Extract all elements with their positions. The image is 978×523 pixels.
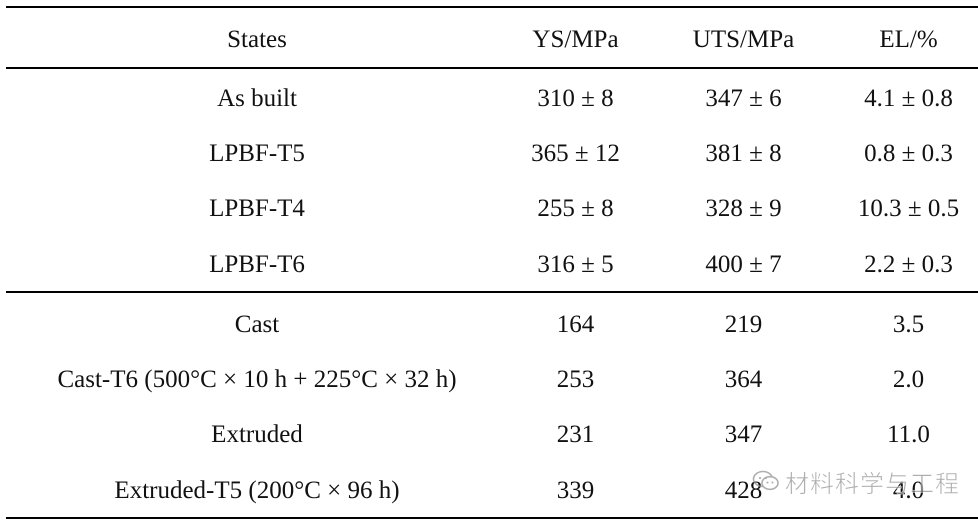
wechat-logo-icon — [752, 470, 779, 491]
uts-cell: 364 — [724, 366, 763, 393]
ys-cell: 365 ± 12 — [531, 140, 620, 167]
ys-cell: 339 — [556, 477, 595, 504]
ys-cell: 164 — [556, 311, 595, 338]
el-cell: 2.0 — [892, 366, 925, 393]
el-cell: 3.5 — [892, 311, 925, 338]
table-header-rule — [6, 67, 978, 69]
uts-cell: 400 ± 7 — [705, 251, 782, 278]
uts-cell: 381 ± 8 — [705, 140, 782, 167]
ys-cell: 255 ± 8 — [537, 195, 614, 222]
table-row: LPBF-T6 316 ± 5 400 ± 7 2.2 ± 0.3 — [6, 245, 978, 285]
uts-cell: 219 — [724, 311, 763, 338]
ys-cell: 231 — [556, 421, 595, 448]
watermark-text: 材料科学与工程 — [785, 469, 960, 498]
state-cell: Extruded-T5 (200°C × 96 h) — [114, 477, 400, 504]
el-cell: 4.1 ± 0.8 — [864, 85, 953, 112]
table-row: LPBF-T5 365 ± 12 381 ± 8 0.8 ± 0.3 — [6, 134, 978, 174]
table-section-rule — [6, 291, 978, 293]
state-cell: LPBF-T4 — [209, 195, 305, 222]
properties-table: States YS/MPa UTS/MPa EL/% As built 310 … — [6, 0, 978, 523]
uts-cell: 328 ± 9 — [705, 195, 782, 222]
table-row: As built 310 ± 8 347 ± 6 4.1 ± 0.8 — [6, 79, 978, 119]
uts-cell: 347 — [724, 421, 763, 448]
table-header-row: States YS/MPa UTS/MPa EL/% — [6, 20, 978, 60]
el-cell: 2.2 ± 0.3 — [864, 251, 953, 278]
el-cell: 4.0 — [892, 477, 925, 504]
table-row: LPBF-T4 255 ± 8 328 ± 9 10.3 ± 0.5 — [6, 189, 978, 229]
state-cell: Cast-T6 (500°C × 10 h + 225°C × 32 h) — [57, 366, 457, 393]
table-top-rule — [6, 6, 978, 8]
ys-cell: 253 — [556, 366, 595, 393]
state-cell: LPBF-T6 — [209, 251, 305, 278]
uts-cell: 428 — [724, 477, 763, 504]
uts-cell: 347 ± 6 — [705, 85, 782, 112]
ys-cell: 316 ± 5 — [537, 251, 614, 278]
state-cell: As built — [217, 85, 297, 112]
table-row: Cast-T6 (500°C × 10 h + 225°C × 32 h) 25… — [6, 360, 978, 400]
el-cell: 0.8 ± 0.3 — [864, 140, 953, 167]
header-uts: UTS/MPa — [692, 26, 795, 53]
table-row: Cast 164 219 3.5 — [6, 305, 978, 345]
state-cell: Extruded — [211, 421, 303, 448]
table-row: Extruded 231 347 11.0 — [6, 415, 978, 455]
header-states: States — [227, 26, 287, 53]
header-ys: YS/MPa — [532, 26, 619, 53]
ys-cell: 310 ± 8 — [537, 85, 614, 112]
watermark: 材料科学与工程 — [752, 466, 960, 498]
header-el: EL/% — [879, 26, 938, 53]
state-cell: Cast — [234, 311, 280, 338]
el-cell: 11.0 — [887, 421, 930, 448]
el-cell: 10.3 ± 0.5 — [857, 195, 960, 222]
table-bottom-rule — [6, 517, 978, 519]
state-cell: LPBF-T5 — [209, 140, 305, 167]
table-row: Extruded-T5 (200°C × 96 h) 339 428 4.0 — [6, 471, 978, 511]
